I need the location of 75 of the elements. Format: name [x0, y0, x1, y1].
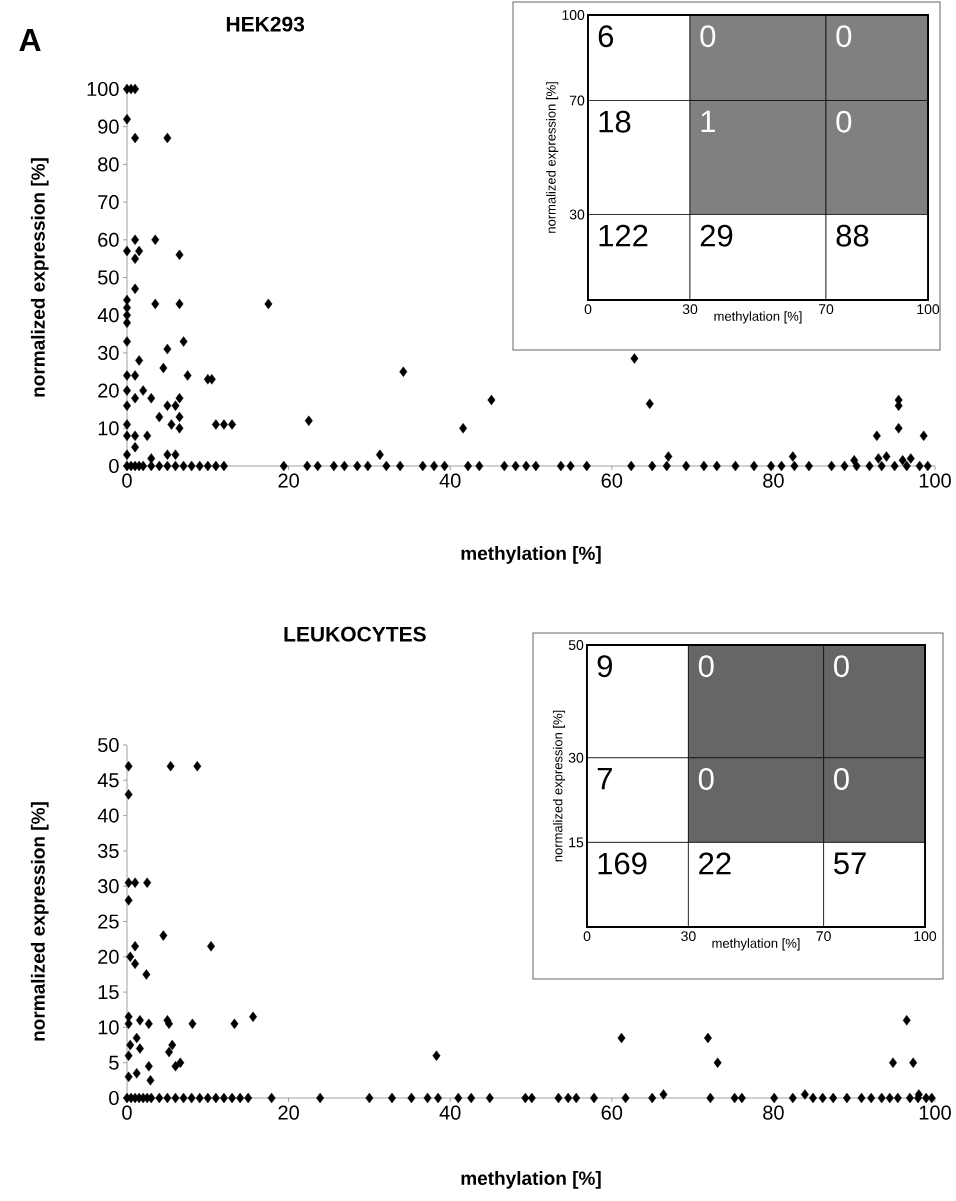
y-tick-label: 40 [97, 808, 119, 823]
y-tick-label: 0 [109, 1090, 119, 1106]
data-label: 0 [834, 655, 849, 678]
data-label: 9 [597, 655, 612, 678]
data-label: 0 [836, 110, 852, 133]
y-tick-label: 80 [98, 157, 119, 172]
y-tick-label: 100 [87, 81, 119, 97]
data-label: 0 [834, 768, 849, 790]
y-tick-label: 30 [568, 752, 584, 763]
x-tick-label: 20 [278, 1105, 299, 1120]
y-tick-label: 10 [98, 421, 119, 436]
x-tick-label: 0 [122, 473, 132, 488]
y-tick-label: 0 [109, 458, 119, 474]
y-tick-label: 90 [98, 119, 119, 134]
y-tick-label: 45 [97, 773, 119, 788]
data-label: 22 [699, 852, 731, 875]
x-axis-title: methylation [%] [712, 938, 800, 951]
text: A [19, 28, 41, 51]
x-tick-label: 60 [601, 473, 623, 488]
y-tick-label: 50 [98, 270, 119, 285]
x-tick-label: 70 [816, 931, 831, 942]
data-label: 29 [700, 224, 733, 247]
data-label: 122 [599, 224, 648, 247]
y-axis-title: normalized expression [%] [546, 82, 559, 233]
x-tick-label: 70 [818, 304, 834, 315]
x-tick-label: 0 [122, 1105, 132, 1120]
y-tick-label: 70 [569, 95, 585, 106]
y-axis-title: normalized expression [%] [30, 802, 49, 1041]
y-tick-label: 30 [97, 879, 119, 894]
y-tick-label: 50 [98, 737, 119, 753]
x-tick-label: 40 [439, 1105, 461, 1120]
y-tick-label: 25 [98, 914, 119, 929]
data-label: 7 [597, 767, 612, 790]
chart-title: LEUKOCYTES [284, 626, 426, 642]
data-label: 18 [599, 110, 631, 133]
data-label: 169 [598, 852, 647, 875]
y-tick-label: 35 [97, 843, 119, 858]
x-tick-label: 100 [919, 1105, 951, 1120]
y-tick-label: 5 [109, 1055, 119, 1070]
data-label: 88 [836, 224, 869, 247]
data-label: 0 [700, 25, 716, 48]
y-tick-label: 50 [568, 640, 584, 650]
x-tick-label: 30 [681, 931, 696, 942]
y-tick-label: 100 [562, 10, 585, 20]
y-axis-title: normalized expression [%] [552, 710, 566, 862]
x-tick-label: 40 [439, 473, 461, 488]
y-tick-label: 10 [98, 1020, 119, 1035]
y-tick-label: 15 [98, 985, 119, 1000]
y-tick-label: 20 [98, 949, 119, 964]
y-axis-title: normalized expression [%] [30, 158, 49, 397]
y-tick-label: 70 [98, 195, 119, 210]
x-tick-label: 80 [763, 473, 784, 488]
chart-title: HEK293 [226, 16, 305, 32]
x-tick-label: 60 [601, 1105, 623, 1120]
data-label: 0 [836, 25, 852, 48]
data-label: 0 [698, 768, 714, 790]
x-tick-label: 20 [278, 473, 299, 488]
data-label: 57 [834, 852, 866, 875]
x-axis-title: methylation [%] [461, 1171, 601, 1189]
y-tick-label: 30 [97, 345, 119, 360]
x-axis-title: methylation [%] [714, 311, 802, 324]
x-tick-label: 30 [682, 304, 698, 315]
y-tick-label: 20 [98, 383, 119, 398]
y-tick-label: 60 [98, 232, 119, 247]
x-tick-label: 0 [584, 304, 592, 315]
y-tick-label: 30 [569, 209, 585, 220]
data-label: 6 [598, 25, 614, 48]
data-label: 1 [701, 110, 715, 133]
x-axis-title: methylation [%] [461, 546, 601, 564]
y-tick-label: 15 [569, 837, 584, 848]
x-tick-label: 100 [919, 473, 951, 488]
x-tick-label: 80 [763, 1105, 784, 1120]
x-tick-label: 100 [914, 931, 937, 942]
data-label: 0 [698, 655, 714, 678]
x-tick-label: 100 [917, 304, 940, 315]
